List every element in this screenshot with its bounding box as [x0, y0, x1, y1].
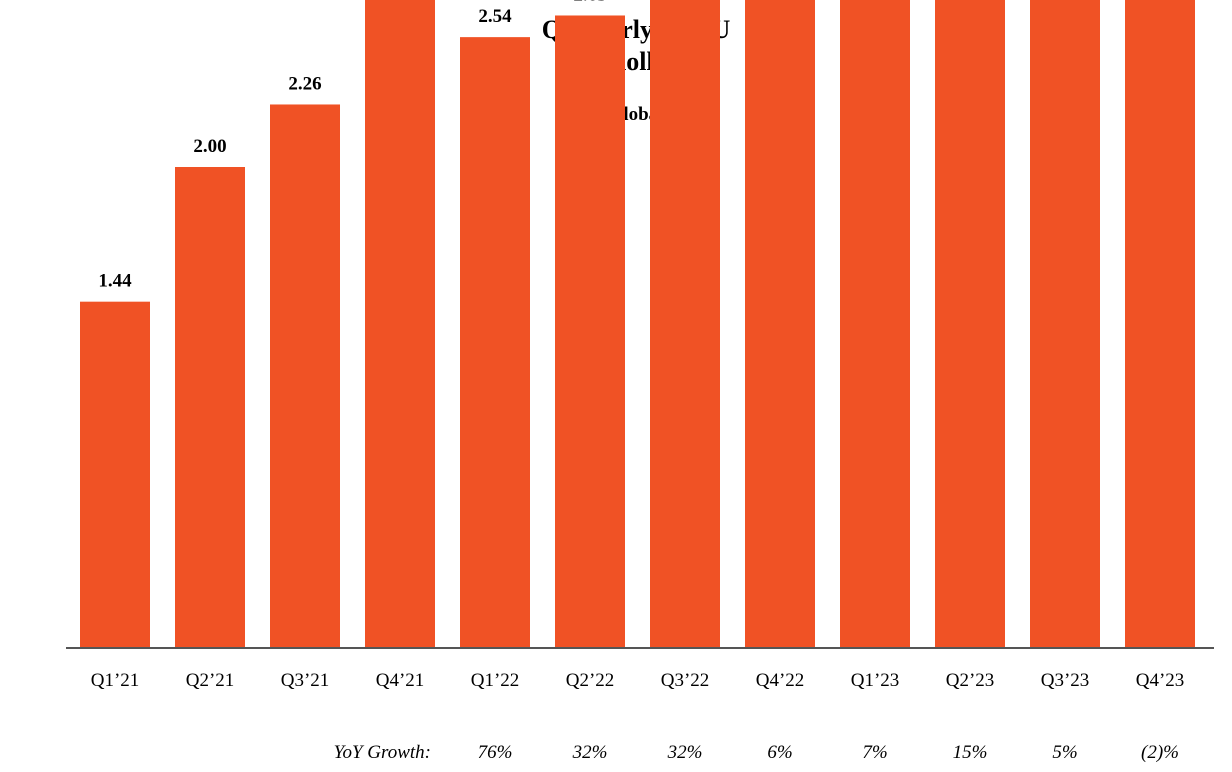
- bar: [745, 0, 815, 648]
- x-tick-label: Q3’23: [1041, 670, 1090, 691]
- x-tick-label: Q2’21: [186, 670, 235, 691]
- data-label: 1.44: [98, 271, 132, 292]
- x-tick-label: Q1’22: [471, 670, 520, 691]
- x-tick-label: Q3’21: [281, 670, 330, 691]
- yoy-growth-value: 32%: [667, 742, 703, 763]
- yoy-growth-value: 5%: [1052, 742, 1077, 763]
- bar: [460, 37, 530, 648]
- x-tick-label: Q1’21: [91, 670, 140, 691]
- x-tick-label: Q2’22: [566, 670, 615, 691]
- bar: [1125, 0, 1195, 649]
- bar: [365, 0, 435, 648]
- bar: [80, 301, 150, 648]
- data-label: 2.54: [478, 6, 512, 27]
- x-tick-label: Q3’22: [661, 670, 710, 691]
- yoy-growth-value: 76%: [478, 742, 513, 763]
- data-label: 2.63: [573, 0, 606, 5]
- x-tick-label: Q4’21: [376, 670, 425, 691]
- bar: [175, 167, 245, 648]
- data-label: 2.00: [193, 136, 226, 157]
- bar: [840, 0, 910, 648]
- yoy-growth-label: YoY Growth:: [334, 742, 431, 763]
- bar: [935, 0, 1005, 648]
- yoy-growth-value: 15%: [953, 742, 988, 763]
- x-tick-label: Q4’23: [1136, 670, 1185, 691]
- x-tick-label: Q4’22: [756, 670, 805, 691]
- yoy-growth-value: 32%: [572, 742, 608, 763]
- bar: [1030, 0, 1100, 648]
- yoy-growth-value: 7%: [862, 742, 887, 763]
- bar: [555, 15, 625, 649]
- x-tick-label: Q2’23: [946, 670, 995, 691]
- bar: [650, 0, 720, 648]
- yoy-growth-value: 6%: [767, 742, 792, 763]
- x-tick-label: Q1’23: [851, 670, 900, 691]
- bar: [270, 104, 340, 649]
- yoy-growth-value: (2)%: [1141, 742, 1179, 763]
- data-label: 2.26: [288, 73, 321, 94]
